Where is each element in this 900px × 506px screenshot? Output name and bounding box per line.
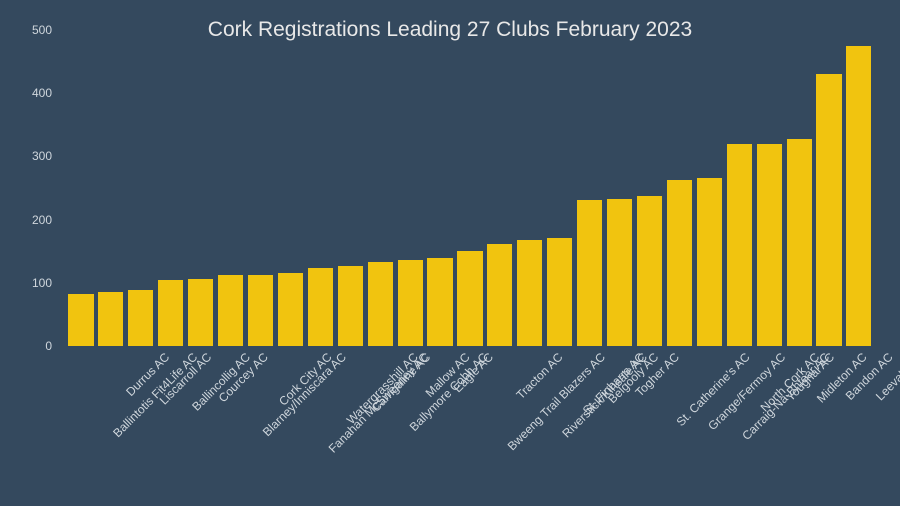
bar-slot — [635, 30, 665, 346]
bars-container — [60, 30, 880, 346]
x-label-slot: Youghal AC — [754, 350, 784, 500]
bar — [338, 266, 363, 346]
bar — [667, 180, 692, 346]
y-tick-label: 400 — [2, 86, 52, 100]
bar-slot — [186, 30, 216, 346]
bar — [457, 251, 482, 346]
x-label-slot: Tracton AC — [485, 350, 515, 500]
bar-slot — [575, 30, 605, 346]
bar-slot — [515, 30, 545, 346]
bar-slot — [305, 30, 335, 346]
y-axis: 0100200300400500 — [0, 30, 60, 346]
bar — [487, 244, 512, 346]
bar — [787, 139, 812, 346]
bar-slot — [664, 30, 694, 346]
bar-slot — [216, 30, 246, 346]
plot-area — [60, 30, 880, 346]
bar — [727, 144, 752, 346]
bar — [98, 292, 123, 346]
x-label-slot: Bandon AC — [814, 350, 844, 500]
bar — [547, 238, 572, 346]
x-label-slot: Togher AC — [605, 350, 635, 500]
bar — [398, 260, 423, 346]
bar-slot — [425, 30, 455, 346]
bar — [427, 258, 452, 346]
bar-slot — [605, 30, 635, 346]
bar — [278, 273, 303, 346]
x-label-slot: Cork City AC — [246, 350, 276, 500]
bar — [368, 262, 393, 346]
bar-slot — [724, 30, 754, 346]
x-label-slot: Ballincollig AC — [156, 350, 186, 500]
bar-slot — [156, 30, 186, 346]
x-label-slot: Courcey AC — [186, 350, 216, 500]
x-label-slot: Liscarroll AC — [126, 350, 156, 500]
x-label-slot: Carrigaline AC — [335, 350, 365, 500]
bar — [218, 275, 243, 346]
bar-slot — [335, 30, 365, 346]
bar — [188, 279, 213, 346]
x-label-slot: Belgooly AC — [575, 350, 605, 500]
bar — [517, 240, 542, 346]
x-axis-labels: Ballintotis Fit4Life ACDurrus ACLiscarro… — [60, 350, 880, 500]
x-label-slot: Blarney/Inniscara AC — [216, 350, 246, 500]
x-label-slot: St. Catherine's AC — [635, 350, 665, 500]
y-tick-label: 300 — [2, 149, 52, 163]
bar-slot — [275, 30, 305, 346]
bar — [846, 46, 871, 346]
bar — [607, 199, 632, 346]
bar — [68, 294, 93, 346]
bar-slot — [754, 30, 784, 346]
bar-chart: Cork Registrations Leading 27 Clubs Febr… — [0, 0, 900, 506]
y-tick-label: 500 — [2, 23, 52, 37]
x-label-slot: Mallow AC — [395, 350, 425, 500]
bar-slot — [395, 30, 425, 346]
bar-slot — [126, 30, 156, 346]
x-label-slot: Midleton AC — [784, 350, 814, 500]
x-label-slot: Ballintotis Fit4Life AC — [66, 350, 96, 500]
bar-slot — [694, 30, 724, 346]
bar — [816, 74, 841, 346]
bar — [248, 275, 273, 346]
bar-slot — [246, 30, 276, 346]
bar — [697, 178, 722, 346]
x-label-slot: North Cork AC — [724, 350, 754, 500]
x-label-slot: Durrus AC — [96, 350, 126, 500]
x-label-slot: Leevale AC — [844, 350, 874, 500]
bar — [308, 268, 333, 346]
bar-slot — [365, 30, 395, 346]
bar-slot — [844, 30, 874, 346]
bar — [158, 280, 183, 346]
x-label-slot: Bweeng Trail Blazers AC — [455, 350, 485, 500]
x-label-slot: St. Finbarrs AC — [545, 350, 575, 500]
bar — [128, 290, 153, 346]
x-label-slot: Carraig-Na-Bhfear AC — [694, 350, 724, 500]
bar — [577, 200, 602, 346]
x-label-slot: Riverstick/Kinsale AC — [515, 350, 545, 500]
bar-slot — [66, 30, 96, 346]
bar-slot — [545, 30, 575, 346]
x-label-slot: Grange/Fermoy AC — [664, 350, 694, 500]
y-tick-label: 100 — [2, 276, 52, 290]
x-label-slot: Ballymore Cobh AC — [365, 350, 395, 500]
bar-slot — [485, 30, 515, 346]
bar-slot — [814, 30, 844, 346]
y-tick-label: 200 — [2, 213, 52, 227]
bar-slot — [455, 30, 485, 346]
x-label-slot: Eagle AC — [425, 350, 455, 500]
bar — [757, 144, 782, 346]
bar — [637, 196, 662, 346]
bar-slot — [784, 30, 814, 346]
y-tick-label: 0 — [2, 339, 52, 353]
bar-slot — [96, 30, 126, 346]
x-label-slot: Fanahan McSweeney AC — [275, 350, 305, 500]
x-label-slot: Watergrasshill AC — [305, 350, 335, 500]
